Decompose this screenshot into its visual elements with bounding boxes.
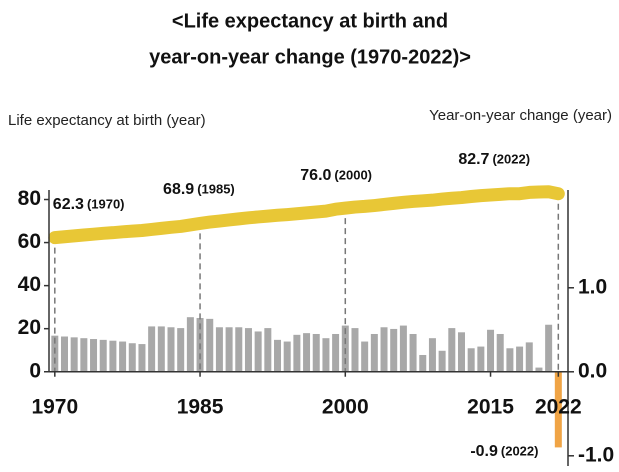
bar <box>312 333 320 372</box>
bar <box>554 371 562 448</box>
bar <box>516 346 524 372</box>
annotation: 82.7 <box>458 151 489 168</box>
bar <box>254 331 262 372</box>
bar <box>525 342 533 372</box>
bar <box>274 339 282 372</box>
bar <box>148 326 156 372</box>
bar <box>128 343 136 372</box>
chart-title: <Life expectancy at birth and <box>172 10 448 32</box>
y-tick-label: 40 <box>18 273 41 296</box>
y-axis-label: Life expectancy at birth (year) <box>8 112 206 129</box>
annotation-note: (2022) <box>492 151 530 166</box>
bar <box>80 338 88 372</box>
bar <box>70 337 78 372</box>
y2-tick-label: 1.0 <box>578 275 607 298</box>
bar <box>138 344 146 372</box>
bar <box>419 354 427 372</box>
bar <box>428 338 436 372</box>
bar <box>399 325 407 372</box>
x-tick-label: 1970 <box>31 396 78 419</box>
chart-title: year-on-year change (1970-2022)> <box>149 46 471 68</box>
bar <box>487 329 495 372</box>
annotation-note: (1970) <box>87 196 125 211</box>
bar <box>60 336 68 372</box>
bar <box>390 328 398 372</box>
bar <box>351 328 359 372</box>
bar <box>361 341 369 372</box>
bar <box>332 333 340 372</box>
bar <box>467 348 475 372</box>
x-tick-label: 2015 <box>467 396 514 419</box>
bar <box>293 334 301 372</box>
bar <box>119 341 127 372</box>
bar <box>157 326 165 372</box>
bar <box>506 348 514 372</box>
x-tick-label: 2022 <box>535 396 582 419</box>
annotation-note: (1985) <box>197 181 235 196</box>
x-tick-label: 2000 <box>322 396 369 419</box>
y-tick-label: 60 <box>18 230 41 253</box>
bar <box>535 367 543 372</box>
y2-tick-label: 0.0 <box>578 359 607 382</box>
y2-axis-label: Year-on-year change (year) <box>429 107 612 124</box>
bar <box>448 328 456 372</box>
bar <box>545 324 553 372</box>
bar <box>496 333 504 372</box>
bar <box>477 346 485 372</box>
bar <box>322 338 330 372</box>
y2-tick-label: -1.0 <box>578 443 614 466</box>
bar <box>225 327 233 372</box>
bar <box>380 327 388 372</box>
annotation: 68.9 <box>163 181 194 198</box>
annotation: -0.9 <box>470 443 498 460</box>
bar <box>409 333 417 372</box>
line <box>48 185 565 245</box>
bar <box>109 340 117 372</box>
bar <box>186 317 194 372</box>
bar <box>167 327 175 372</box>
bar <box>438 350 446 372</box>
bar <box>303 333 311 372</box>
y-tick-label: 80 <box>18 187 41 210</box>
bar <box>457 332 465 372</box>
y-tick-label: 20 <box>18 316 41 339</box>
bar <box>206 318 214 372</box>
bar <box>370 333 378 372</box>
bar <box>264 328 272 372</box>
annotation: 76.0 <box>300 167 331 184</box>
bar <box>244 328 252 372</box>
x-tick-label: 1985 <box>177 396 224 419</box>
bar <box>177 328 185 372</box>
annotation-note: (2022) <box>501 443 539 458</box>
bar <box>283 341 291 372</box>
y-tick-label: 0 <box>29 359 41 382</box>
annotation-note: (2000) <box>334 167 372 182</box>
bar <box>99 339 107 372</box>
bar <box>215 327 223 372</box>
bar <box>90 339 98 372</box>
annotation: 62.3 <box>53 196 84 213</box>
bar <box>51 335 59 372</box>
bar <box>235 327 243 372</box>
